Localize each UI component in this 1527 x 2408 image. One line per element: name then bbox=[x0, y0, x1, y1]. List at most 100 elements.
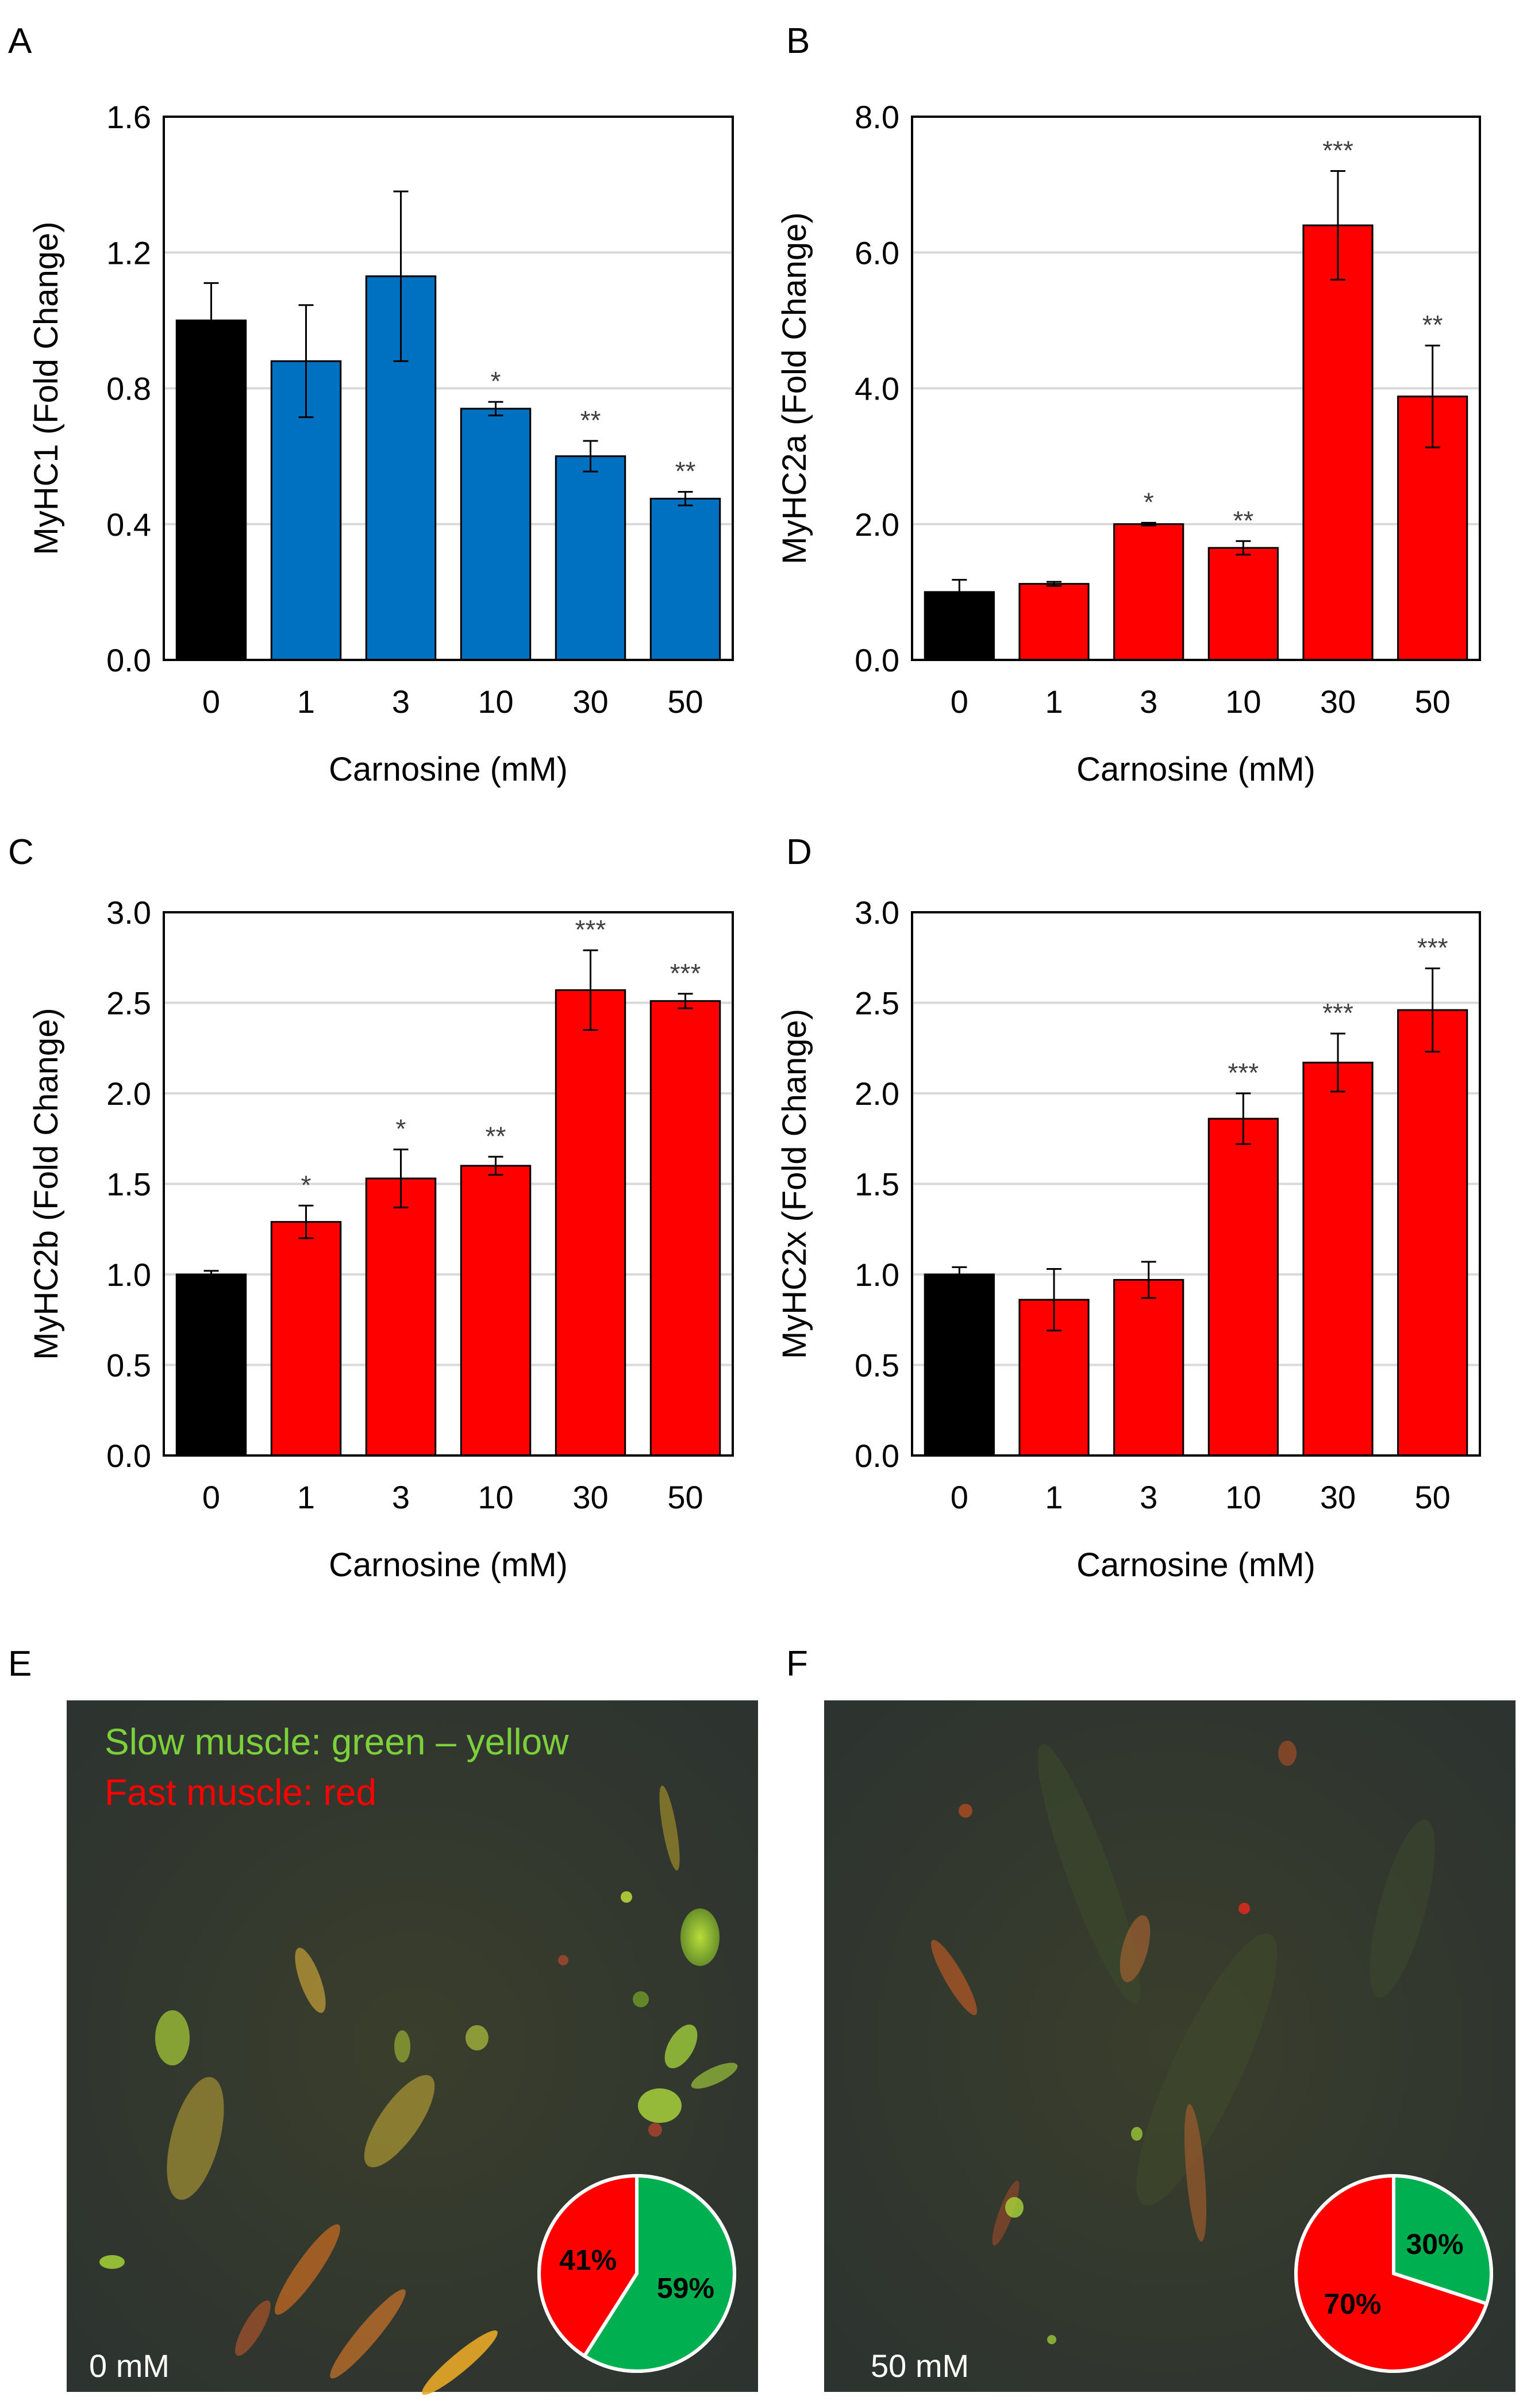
cell bbox=[1278, 1741, 1297, 1766]
panel-letter-b: B bbox=[786, 21, 810, 61]
y-tick-label: 0.0 bbox=[106, 1438, 151, 1474]
panel-letter-e: E bbox=[8, 1644, 32, 1684]
chart-myhc2a: 0.02.04.06.08.0********0 1 3 10 30 50Carnosin… bbox=[776, 99, 1481, 788]
x-axis-label: Carnosine (mM) bbox=[329, 751, 568, 788]
x-tick-label: 30 bbox=[572, 683, 608, 720]
cell bbox=[364, 2075, 435, 2168]
y-tick-labels: 0.0 2.0 4.0 6.0 8.0 bbox=[855, 99, 899, 678]
micrograph-50mm: 50 mM 30% 70% bbox=[824, 1700, 1516, 2392]
significance-marker: ** bbox=[486, 1121, 506, 1151]
bar bbox=[175, 319, 247, 661]
bar bbox=[1207, 547, 1279, 661]
bar bbox=[649, 1000, 721, 1457]
plot-frame bbox=[911, 911, 1481, 1457]
error-bar bbox=[952, 1266, 967, 1283]
error-bar bbox=[1236, 1092, 1251, 1145]
cell bbox=[1238, 1903, 1250, 1914]
x-tick-label: 0 bbox=[202, 1479, 220, 1515]
significance-marker: *** bbox=[575, 915, 606, 944]
gridlines bbox=[164, 911, 733, 1366]
cell bbox=[1047, 2335, 1056, 2344]
panel-letter-d: D bbox=[786, 832, 812, 872]
pie-slice-label: 70% bbox=[1324, 2288, 1381, 2320]
x-tick-label: 10 bbox=[478, 683, 513, 720]
y-tick-label: 0.0 bbox=[855, 642, 899, 678]
plot-frame bbox=[163, 911, 734, 1457]
y-axis-label: MyHC2b (Fold Change) bbox=[28, 1008, 65, 1359]
error-bar bbox=[1047, 1268, 1061, 1332]
bar bbox=[1018, 583, 1090, 661]
y-tick-label: 1.5 bbox=[106, 1166, 151, 1203]
x-tick-label: 10 bbox=[478, 1479, 513, 1515]
x-axis-label: Carnosine (mM) bbox=[1076, 751, 1316, 788]
y-tick-labels: 0.0 0.5 1.0 1.5 2.0 2.5 3.0 bbox=[855, 894, 899, 1474]
pie-outline bbox=[1294, 2174, 1493, 2373]
bar bbox=[1113, 523, 1184, 661]
error-bar bbox=[583, 440, 598, 473]
y-tick-label: 0.0 bbox=[855, 1438, 899, 1474]
significance-marker: ** bbox=[675, 456, 696, 486]
bar bbox=[365, 1177, 437, 1457]
x-tick-label: 3 bbox=[392, 1479, 410, 1515]
x-tick-label: 3 bbox=[392, 683, 410, 720]
y-tick-label: 2.5 bbox=[855, 985, 899, 1021]
error-bar bbox=[678, 993, 693, 1009]
panel-letter-a: A bbox=[8, 21, 32, 61]
cell bbox=[1184, 2104, 1207, 2242]
significance-marker: ** bbox=[580, 405, 601, 435]
significance-marker: *** bbox=[1322, 998, 1353, 1028]
cell bbox=[466, 2025, 489, 2050]
cell bbox=[1005, 2197, 1024, 2218]
cell bbox=[959, 1804, 972, 1818]
pie-slice-label: 30% bbox=[1406, 2228, 1463, 2260]
bar bbox=[175, 1273, 247, 1457]
bars: ** ******** bbox=[175, 915, 721, 1457]
bar bbox=[270, 1221, 342, 1457]
error-bar bbox=[1047, 581, 1061, 587]
y-tick-label: 1.0 bbox=[855, 1257, 899, 1293]
error-bar bbox=[298, 304, 314, 418]
chart-myhc2x: 0.0 0.5 1.0 1.5 2.0 2.5 3.0 *** *** *** 0 1 3 10 30 50 C… bbox=[776, 894, 1481, 1584]
y-tick-label: 2.0 bbox=[855, 506, 899, 543]
x-tick-label: 50 bbox=[1415, 1479, 1451, 1515]
x-tick-label: 1 bbox=[1045, 1479, 1063, 1515]
y-tick-label: 1.0 bbox=[106, 1257, 151, 1293]
y-tick-label: 1.5 bbox=[855, 1166, 899, 1203]
error-bar bbox=[393, 190, 409, 362]
y-tick-label: 0.5 bbox=[106, 1347, 151, 1384]
pie-slice-label: 59% bbox=[657, 2272, 714, 2305]
error-bar bbox=[1330, 170, 1345, 281]
y-tick-label: 2.0 bbox=[106, 1076, 151, 1112]
cell bbox=[633, 1991, 649, 2007]
plot-frame bbox=[911, 116, 1481, 661]
concentration-label-0mm: 0 mM bbox=[89, 2348, 170, 2384]
error-bar bbox=[1141, 1261, 1156, 1299]
x-tick-label: 50 bbox=[1415, 683, 1451, 720]
x-tick-label: 10 bbox=[1225, 1479, 1261, 1515]
cell bbox=[235, 2300, 271, 2356]
bar bbox=[460, 1165, 532, 1457]
panel-letter-f: F bbox=[786, 1644, 808, 1684]
cell bbox=[558, 1955, 568, 1965]
pie-chart-50mm: 30% 70% bbox=[1294, 2173, 1493, 2373]
error-bar bbox=[678, 491, 693, 506]
y-tick-labels: 0.0 0.4 0.8 1.2 1.6 bbox=[106, 99, 151, 678]
significance-marker: * bbox=[396, 1114, 406, 1144]
x-tick-label: 30 bbox=[1320, 1479, 1356, 1515]
y-tick-label: 2.5 bbox=[106, 985, 151, 1021]
x-tick-label: 3 bbox=[1140, 683, 1157, 720]
x-tick-label: 50 bbox=[667, 1479, 703, 1515]
y-axis-label: MyHC1 (Fold Change) bbox=[28, 221, 65, 555]
bar bbox=[555, 455, 626, 661]
y-tick-label: 0.5 bbox=[855, 1347, 899, 1384]
error-bar bbox=[393, 1149, 409, 1208]
x-tick-label: 0 bbox=[202, 683, 220, 720]
y-tick-label: 3.0 bbox=[855, 894, 899, 931]
y-tick-labels: 0.0 0.5 1.0 1.5 2.0 2.5 3.0 bbox=[106, 894, 151, 1474]
error-bar bbox=[1425, 967, 1440, 1053]
y-axis-label: MyHC2a (Fold Change) bbox=[776, 212, 813, 564]
significance-marker: * bbox=[301, 1170, 311, 1200]
cell bbox=[1037, 1744, 1141, 2004]
bars: ******** bbox=[924, 136, 1468, 661]
cell bbox=[1136, 1933, 1278, 2206]
